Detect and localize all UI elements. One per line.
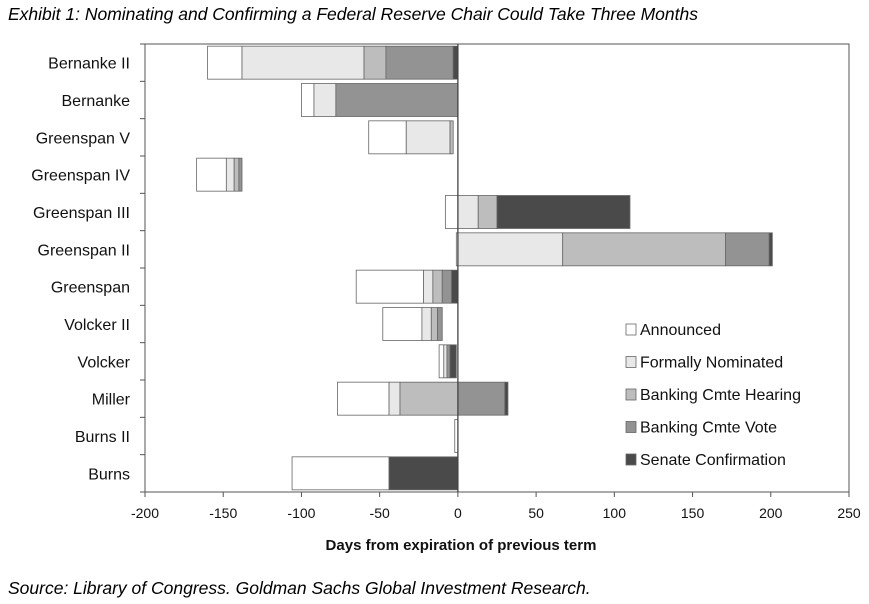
bar-segment-banking-cmte-hearing <box>430 307 438 341</box>
legend-swatch <box>625 356 637 368</box>
bar-segment-banking-cmte-vote <box>446 344 451 379</box>
bar-segment-announced <box>355 269 424 304</box>
bar-segment-formally-nominated <box>405 120 451 155</box>
category-label: Greenspan IV <box>31 168 130 185</box>
bar-segment-banking-cmte-vote <box>441 269 453 304</box>
bar-segment-banking-cmte-vote <box>385 45 454 80</box>
bar-segment-senate-confirmation <box>504 381 509 416</box>
legend-label: Formally Nominated <box>640 355 783 372</box>
bar-segment-senate-confirmation <box>449 344 457 379</box>
bar-segment-announced <box>444 195 459 229</box>
source-note: Source: Library of Congress. Goldman Sac… <box>8 578 591 598</box>
legend-label: Banking Cmte Vote <box>640 420 777 437</box>
bar-segment-banking-cmte-hearing <box>233 157 240 192</box>
bar-segment-banking-cmte-vote <box>437 307 443 341</box>
bar-segment-formally-nominated <box>388 381 401 416</box>
category-label: Miller <box>92 392 131 409</box>
category-label: Greenspan <box>51 280 130 297</box>
category-label: Greenspan V <box>36 130 131 147</box>
bar-segment-announced <box>337 381 390 416</box>
bar-segment-announced <box>368 120 407 155</box>
legend-swatch <box>625 323 637 336</box>
bar-segment-announced <box>301 83 315 117</box>
x-tick-label: 250 <box>837 505 861 521</box>
bar-segment-formally-nominated <box>457 195 479 229</box>
bar-segment-senate-confirmation <box>451 269 459 304</box>
bar-segment-senate-confirmation <box>768 232 773 267</box>
category-label: Burns <box>88 466 130 483</box>
bar-segment-banking-cmte-hearing <box>449 120 454 155</box>
bar-segment-formally-nominated <box>241 45 365 80</box>
x-tick-label: 100 <box>603 505 627 521</box>
bar-segment-formally-nominated <box>225 157 235 192</box>
x-tick-label: 50 <box>528 505 544 521</box>
bar-segment-formally-nominated <box>457 232 564 267</box>
x-tick-label: -100 <box>287 505 315 521</box>
legend-label: Banking Cmte Hearing <box>640 387 801 404</box>
bar-segment-banking-cmte-hearing <box>399 381 459 416</box>
legend-swatch <box>625 421 637 433</box>
bar-segment-banking-cmte-hearing <box>562 232 726 267</box>
bar-segment-senate-confirmation <box>452 45 459 80</box>
bar-segment-formally-nominated <box>421 307 432 341</box>
x-tick-label: 200 <box>759 505 783 521</box>
x-tick-label: 0 <box>454 505 462 521</box>
x-tick-label: -200 <box>131 505 159 521</box>
category-label: Greenspan III <box>33 205 130 222</box>
x-tick-label: -150 <box>209 505 237 521</box>
x-tick-label: 150 <box>681 505 705 521</box>
bar-segment-announced <box>196 157 227 192</box>
category-label: Greenspan II <box>38 242 131 259</box>
bar-segment-formally-nominated <box>313 83 337 117</box>
bar-segment-announced <box>291 456 390 491</box>
legend-label: Senate Confirmation <box>640 452 786 469</box>
legend-label: Announced <box>640 322 721 339</box>
bar-segment-announced <box>382 307 423 341</box>
bar-segment-banking-cmte-vote <box>457 381 506 416</box>
bar-segment-announced <box>207 45 243 80</box>
bar-segment-senate-confirmation <box>388 456 459 491</box>
bar-segment-senate-confirmation <box>496 195 631 229</box>
bar-segment-formally-nominated <box>423 269 434 304</box>
legend-swatch <box>625 453 637 466</box>
bar-segment-banking-cmte-vote <box>238 157 243 192</box>
bar-segment-announced <box>438 344 445 379</box>
category-label: Bernanke II <box>48 56 130 73</box>
bar-segment-banking-cmte-hearing <box>432 269 443 304</box>
legend-swatch <box>625 388 637 401</box>
bar-segment-formally-nominated <box>443 344 448 379</box>
x-tick-label: -50 <box>370 505 390 521</box>
category-label: Bernanke <box>62 93 131 110</box>
category-label: Volcker <box>78 354 131 371</box>
bar-segment-banking-cmte-vote <box>725 232 770 267</box>
bar-segment-banking-cmte-vote <box>335 83 459 117</box>
chart-title: Exhibit 1: Nominating and Confirming a F… <box>8 4 698 24</box>
bar-segment-banking-cmte-hearing <box>363 45 387 80</box>
category-label: Burns II <box>75 429 130 446</box>
bar-segment-banking-cmte-hearing <box>477 195 498 229</box>
x-axis-label: Days from expiration of previous term <box>326 537 597 554</box>
category-label: Volcker II <box>64 317 130 334</box>
